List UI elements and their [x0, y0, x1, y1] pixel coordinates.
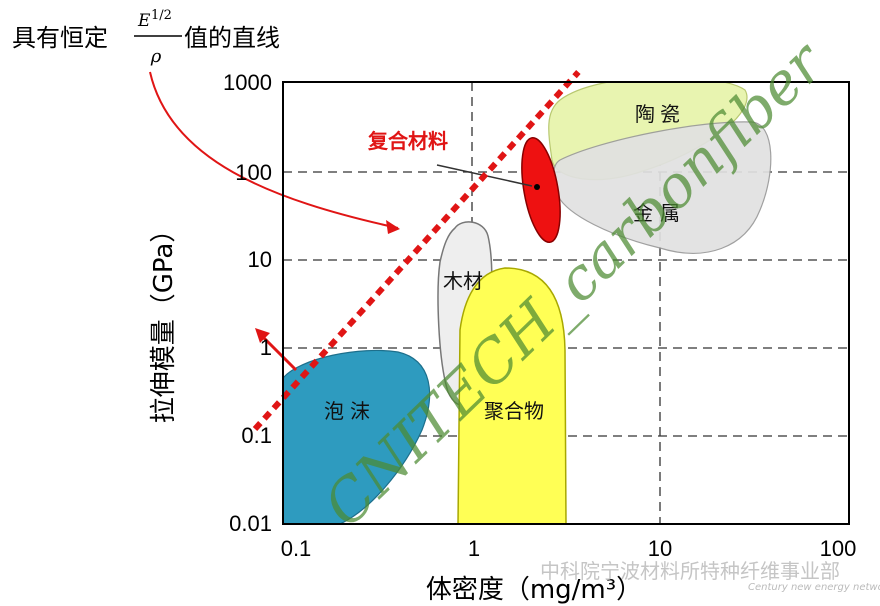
x-tick-label: 0.1 [281, 536, 312, 561]
label-metals: 金属 [633, 201, 687, 225]
y-tick-label: 1 [260, 335, 272, 360]
region-composites [521, 136, 561, 244]
watermark-footer: 中科院宁波材料所特种纤维事业部 [540, 559, 840, 583]
formula-exponent: 1/2 [151, 8, 172, 23]
y-tick-label: 100 [235, 160, 272, 185]
x-tick-label: 100 [820, 536, 857, 561]
region-foams [283, 349, 431, 524]
y-tick-label: 0.01 [229, 511, 272, 536]
guide-line [252, 69, 581, 432]
label-wood: 木材 [443, 269, 483, 293]
label-ceramics: 陶瓷 [635, 102, 685, 126]
x-axis-title: 体密度（mg/m³） [426, 575, 642, 605]
formula-annotation: 具有恒定 E 1/2 ρ 值的直线 [12, 8, 280, 67]
y-tick-label: 0.1 [241, 423, 272, 448]
composite-point [534, 184, 540, 190]
normal-arrow-shaft [258, 332, 298, 372]
x-tick-label: 10 [648, 536, 672, 561]
formula-denominator: ρ [150, 46, 162, 67]
watermark-footer-en: Century new energy network [748, 582, 880, 593]
plot-border [282, 81, 850, 525]
label-polymers: 聚合物 [484, 399, 544, 423]
formula-arrow-head [386, 220, 400, 234]
label-foams: 泡沫 [324, 399, 376, 423]
formula-arrow [149, 71, 399, 229]
y-tick-label: 1000 [223, 70, 272, 95]
formula-numerator: E [137, 11, 151, 31]
y-tick-label: 10 [248, 247, 272, 272]
normal-arrow-head [255, 328, 270, 343]
formula-suffix: 值的直线 [184, 24, 280, 52]
x-tick-label: 1 [468, 536, 480, 561]
label-composites: 复合材料 [367, 129, 448, 153]
y-axis-title: 拉伸模量（GPa） [149, 217, 179, 424]
region-polymers [457, 267, 567, 524]
formula-prefix: 具有恒定 [12, 24, 108, 52]
